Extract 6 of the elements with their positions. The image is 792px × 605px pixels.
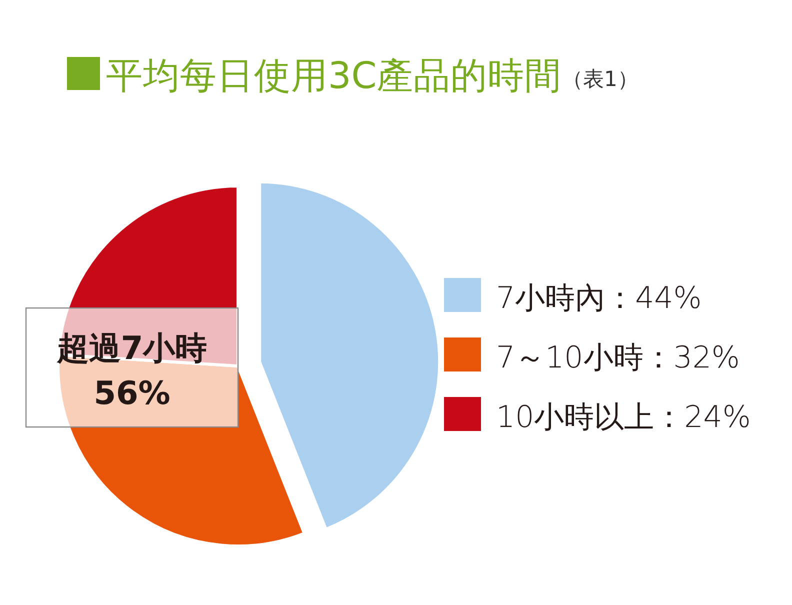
legend-label: 7～10小時：32%	[496, 340, 740, 376]
text: 超過7小時 56%	[56, 329, 208, 412]
chart-title: 平均每日使用3C產品的時間	[106, 54, 562, 97]
legend-label: 7小時內：44%	[496, 281, 702, 316]
legend-label: 10小時以上：24%	[496, 400, 751, 435]
chart-subtitle: （表1）	[562, 67, 638, 91]
